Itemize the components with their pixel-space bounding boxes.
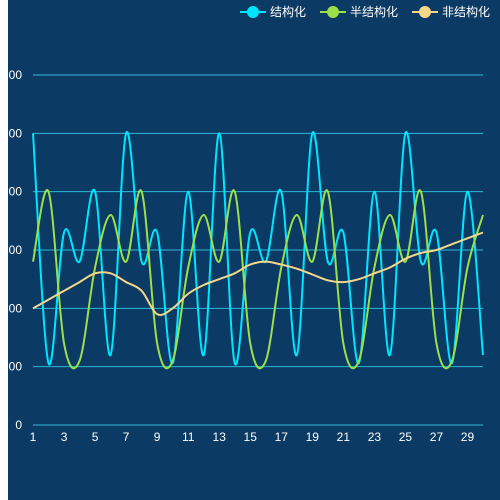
- series-line-structured: [32, 131, 484, 366]
- legend-swatch-structured-icon: [239, 5, 266, 19]
- x-tick-label: 19: [306, 430, 320, 444]
- legend-swatch-semi-structured-icon: [319, 5, 346, 19]
- x-tick-label: 15: [244, 430, 258, 444]
- y-tick-label: 0: [15, 418, 22, 432]
- legend-item-semi-structured[interactable]: 半结构化: [319, 3, 398, 20]
- x-tick-label: 21: [337, 430, 351, 444]
- x-tick-label: 17: [275, 430, 289, 444]
- x-tick-label: 7: [123, 430, 130, 444]
- x-tick-label: 25: [399, 430, 413, 444]
- series-lines: [32, 131, 484, 370]
- legend-label-semi-structured: 半结构化: [349, 5, 398, 19]
- legend-item-structured[interactable]: 结构化: [239, 3, 306, 20]
- chart-legend: 结构化 半结构化 非结构化: [239, 3, 490, 20]
- x-tick-label: 9: [154, 430, 161, 444]
- y-tick-label: 00: [9, 126, 23, 140]
- x-tick-label: 3: [61, 430, 68, 444]
- x-tick-label: 11: [182, 430, 195, 444]
- y-tick-label: 00: [9, 68, 23, 82]
- x-tick-label: 29: [461, 430, 475, 444]
- x-tick-label: 13: [213, 430, 227, 444]
- y-tick-label: 00: [9, 360, 23, 374]
- y-tick-label: 00: [9, 301, 23, 315]
- x-axis-ticks: 1 3 5 7 9 11 13 15 17 19 21 23 25 27 29: [30, 430, 475, 444]
- legend-label-unstructured: 非结构化: [441, 5, 490, 19]
- x-tick-label: 27: [430, 430, 444, 444]
- x-tick-label: 1: [30, 430, 37, 444]
- legend-label-structured: 结构化: [269, 5, 306, 19]
- x-tick-label: 5: [92, 430, 99, 444]
- series-line-unstructured: [32, 231, 484, 316]
- x-tick-label: 23: [368, 430, 382, 444]
- legend-item-unstructured[interactable]: 非结构化: [411, 3, 490, 20]
- y-tick-label: 00: [9, 185, 23, 199]
- series-line-semi-structured: [32, 189, 484, 370]
- legend-swatch-unstructured-icon: [411, 5, 438, 19]
- y-tick-label: 00: [9, 243, 23, 257]
